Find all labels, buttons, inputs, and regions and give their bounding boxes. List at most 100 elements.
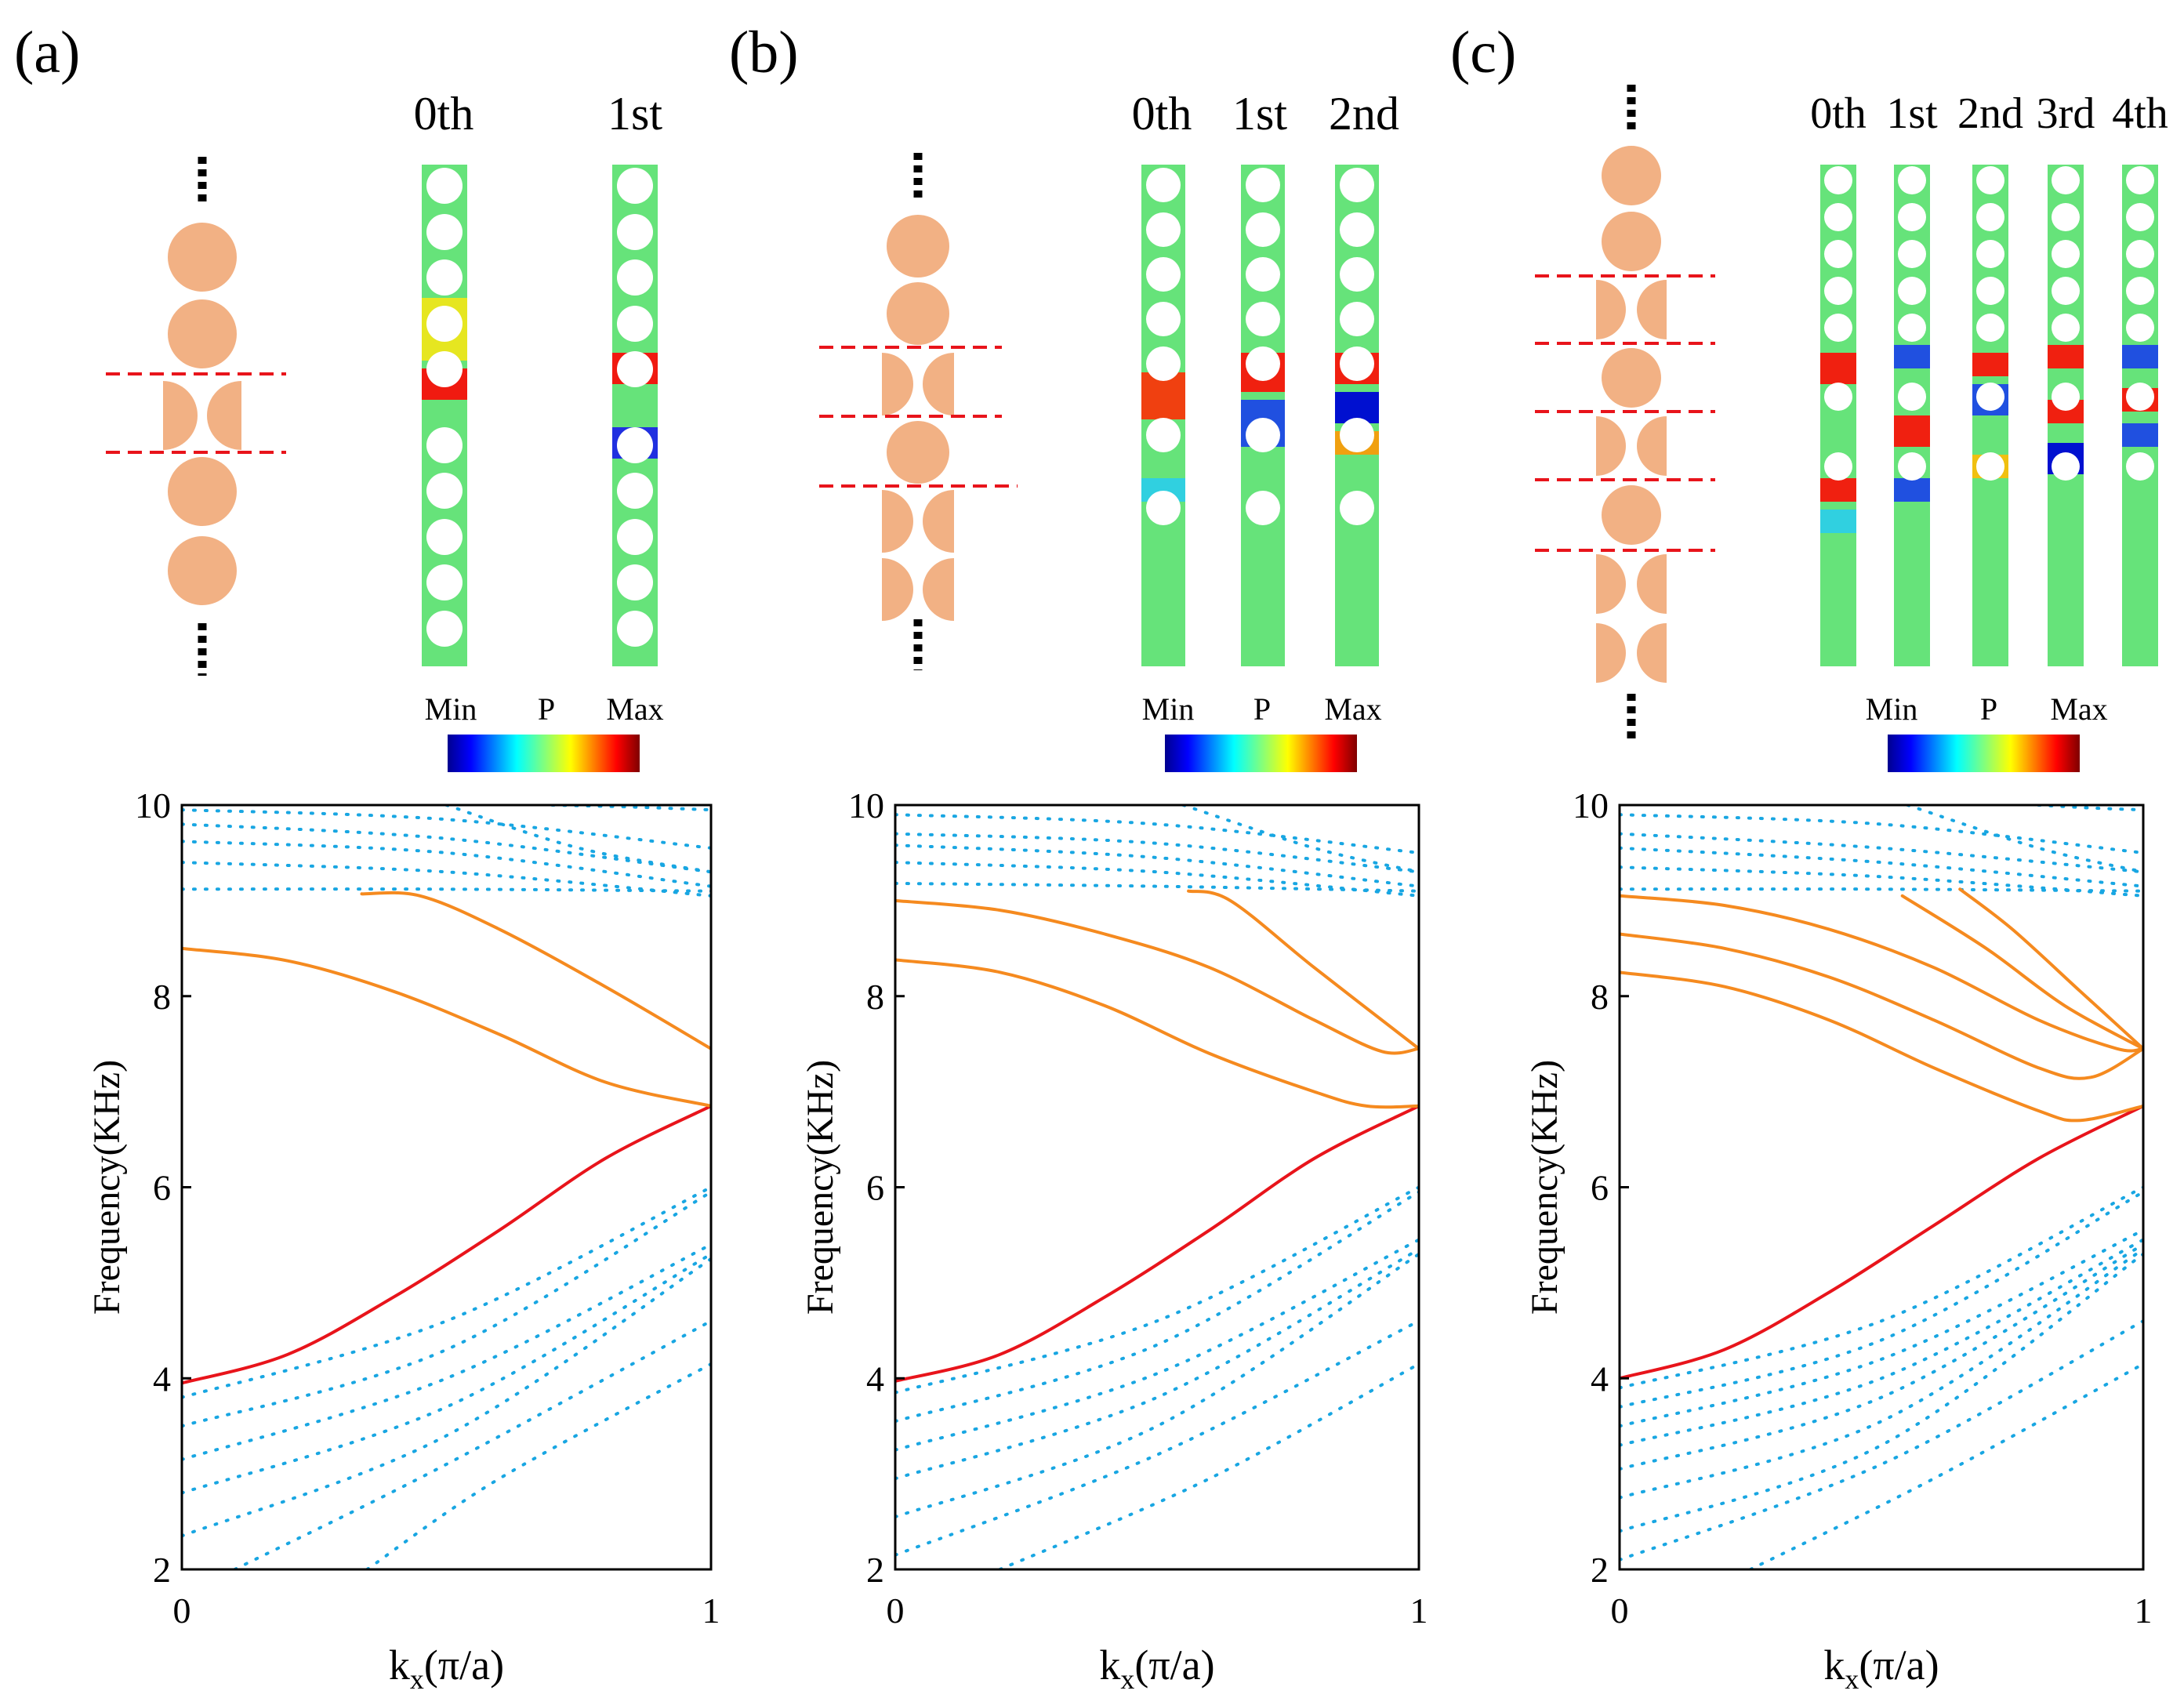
band-bulk-low-3 <box>895 1238 1419 1452</box>
band-chart-c: 2 4 6 8 10 0 1 Frequency(KHz) kx(π/a) <box>1524 785 2153 1695</box>
mode-label: 0th <box>1132 88 1192 140</box>
band-bulk-high-3 <box>895 843 1419 888</box>
split-cylinder-right <box>923 353 954 415</box>
cylinder <box>168 223 237 292</box>
cylinder <box>887 215 949 278</box>
split-cylinder-left <box>882 558 913 621</box>
pressure-field-strip <box>612 165 658 666</box>
split-cylinder-right <box>1637 554 1667 614</box>
x-tick-label: 1 <box>702 1591 720 1631</box>
cylinder <box>168 536 237 605</box>
band-bulk-high-5 <box>1620 813 2143 854</box>
x-tick-label: 1 <box>1410 1591 1428 1631</box>
cylinder <box>887 282 949 345</box>
band-bulk-high-2 <box>1620 865 2143 898</box>
band-bulk-high-7 <box>550 805 711 812</box>
panel-c-label: (c) <box>1450 20 1516 85</box>
x-tick-label: 0 <box>887 1591 905 1631</box>
band-bulk-low-2 <box>895 1190 1419 1424</box>
pressure-field-strip <box>2048 165 2084 666</box>
band-edge-red <box>895 1104 1419 1383</box>
colorbar-max-label: Max <box>2050 691 2107 727</box>
y-tick-label: 2 <box>866 1550 884 1590</box>
pressure-field-strip <box>1820 165 1856 666</box>
y-axis-label: Frequency(KHz) <box>800 1060 841 1315</box>
pressure-field-strip <box>1335 165 1379 666</box>
band-bulk-high-5 <box>895 813 1419 854</box>
band-bulk-low-2 <box>1620 1190 2143 1409</box>
mode-label: 2nd <box>1329 88 1399 140</box>
split-cylinder-right <box>923 490 954 553</box>
panel-b-label: (b) <box>729 20 799 85</box>
panel-a-schematic <box>106 157 286 676</box>
split-cylinder-left <box>882 353 913 415</box>
plot-area <box>895 805 1419 1569</box>
mode-label: 1st <box>1232 88 1287 140</box>
y-axis-label: Frequency(KHz) <box>1524 1060 1565 1315</box>
mode-label: 1st <box>608 88 662 140</box>
panel-b-colorbar: Min P Max <box>1142 691 1382 772</box>
band-chart-b: 2 4 6 8 10 0 1 Frequency(KHz) kx(π/a) <box>800 785 1428 1695</box>
y-axis-label: Frequency(KHz) <box>86 1060 128 1315</box>
band-bulk-high-6 <box>1906 805 2143 874</box>
band-bulk-low-6 <box>895 1319 1419 1557</box>
mode-label: 1st <box>1886 89 1938 138</box>
colorbar-max-label: Max <box>606 691 663 727</box>
band-edge-orange-3 <box>1187 889 1419 1050</box>
split-cylinder-left <box>1596 280 1626 339</box>
colorbar-min-label: Min <box>1142 691 1195 727</box>
band-bulk-low-7 <box>998 1362 1419 1569</box>
y-tick-label: 6 <box>153 1168 171 1208</box>
cylinder <box>168 299 237 368</box>
band-bulk-low-2 <box>182 1190 711 1428</box>
band-bulk-low-5 <box>1620 1242 2143 1471</box>
split-cylinder-left <box>1596 416 1626 476</box>
plot-area <box>182 805 711 1569</box>
band-bulk-low-9 <box>1749 1362 2143 1569</box>
band-edge-orange-1 <box>1620 970 2143 1123</box>
mode-label: 0th <box>1810 89 1867 138</box>
split-cylinder-left <box>1596 554 1626 614</box>
band-bulk-low-5 <box>895 1252 1419 1518</box>
colorbar-var-label: P <box>1980 691 1997 727</box>
split-cylinder-right <box>1637 623 1667 683</box>
split-cylinder-right <box>1637 280 1667 339</box>
y-tick-label: 10 <box>1573 785 1609 825</box>
band-bulk-high-3 <box>1620 846 2143 888</box>
panel-a-colorbar: Min P Max <box>425 691 664 772</box>
band-bulk-low-8 <box>1620 1319 2143 1562</box>
band-bulk-high-1 <box>182 887 711 893</box>
band-edge-orange-5 <box>1958 887 2143 1050</box>
y-tick-label: 6 <box>866 1168 884 1208</box>
band-bulk-low-3 <box>182 1242 711 1461</box>
band-bulk-low-4 <box>182 1252 711 1495</box>
pressure-field-strip <box>422 165 467 666</box>
y-tick-label: 8 <box>153 977 171 1017</box>
cylinder <box>887 421 949 484</box>
pressure-field-strip <box>1241 165 1285 666</box>
pressure-field-strip <box>1141 165 1185 666</box>
band-bulk-low-1 <box>1620 1185 2143 1390</box>
x-axis-label: kx(π/a) <box>389 1642 504 1695</box>
y-tick-label: 8 <box>1591 977 1609 1017</box>
colorbar <box>1165 735 1357 772</box>
y-tick-label: 2 <box>1591 1550 1609 1590</box>
band-bulk-high-6 <box>1181 805 1419 874</box>
mode-label: 0th <box>414 88 474 140</box>
panel-c: (c) 0th 1st 2nd 3rd <box>1450 20 2168 772</box>
panel-a-mode-fields: 0th 1st <box>414 88 662 666</box>
band-edge-orange-3 <box>1620 894 2143 1053</box>
band-edge-orange-2 <box>1620 932 2143 1080</box>
band-bulk-low-6 <box>233 1319 711 1569</box>
plot-frame <box>894 804 1420 1571</box>
cylinder <box>1602 146 1661 205</box>
band-edge-orange-2 <box>360 891 711 1050</box>
plot-frame <box>1618 804 2145 1571</box>
x-axis-label: kx(π/a) <box>1099 1642 1214 1695</box>
plot-area <box>1620 805 2143 1569</box>
panel-c-colorbar: Min P Max <box>1866 691 2108 772</box>
cylinder <box>1602 212 1661 271</box>
pressure-field-strip <box>2122 165 2158 666</box>
colorbar-min-label: Min <box>425 691 477 727</box>
